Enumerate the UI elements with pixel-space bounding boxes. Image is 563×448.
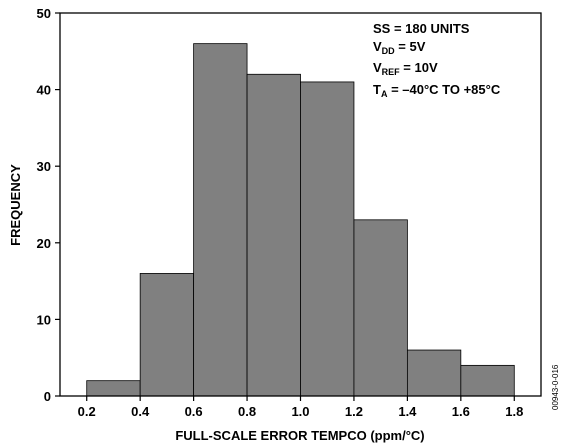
x-axis-ticks: 0.2 0.4 0.6 0.8 1.0 1.2 1.4 1.6 1.8 xyxy=(78,396,523,419)
annotation-vref-sub: REF xyxy=(382,67,401,77)
y-axis-title: FREQUENCY xyxy=(8,164,23,246)
annotation-vdd: VDD = 5V xyxy=(373,39,426,56)
histogram-bar xyxy=(86,380,141,397)
y-tick-label: 20 xyxy=(37,236,51,251)
y-tick-label: 40 xyxy=(37,83,51,98)
histogram-bar xyxy=(139,273,195,397)
histogram-bar xyxy=(300,81,355,397)
annotation-ta-rest: = –40°C TO +85°C xyxy=(387,82,500,97)
y-tick-label: 10 xyxy=(37,312,51,327)
histogram-bar xyxy=(406,349,462,397)
x-tick-label: 0.8 xyxy=(238,404,256,419)
annotation-sample-size: SS = 180 UNITS xyxy=(373,21,470,36)
bars-group xyxy=(86,43,515,397)
x-tick-label: 1.0 xyxy=(291,404,309,419)
annotation-block: SS = 180 UNITS VDD = 5V VREF = 10V TA = … xyxy=(373,21,501,99)
y-tick-label: 50 xyxy=(37,6,51,21)
x-tick-label: 0.4 xyxy=(131,404,150,419)
histogram-bar xyxy=(193,43,248,397)
annotation-ta-sub: A xyxy=(381,89,388,99)
figure-id: 00943-0-016 xyxy=(551,364,560,410)
histogram-bar xyxy=(246,73,301,397)
x-tick-label: 0.6 xyxy=(185,404,203,419)
annotation-temperature: TA = –40°C TO +85°C xyxy=(373,82,501,99)
y-axis-ticks: 0 10 20 30 40 50 xyxy=(37,6,60,404)
annotation-vdd-sub: DD xyxy=(382,46,395,56)
x-tick-label: 1.2 xyxy=(345,404,363,419)
annotation-vref-rest: = 10V xyxy=(400,60,438,75)
x-tick-label: 1.8 xyxy=(505,404,523,419)
histogram-bar xyxy=(460,364,515,397)
y-tick-label: 0 xyxy=(44,389,51,404)
x-tick-label: 0.2 xyxy=(78,404,96,419)
histogram-bar xyxy=(353,219,408,397)
annotation-vdd-rest: = 5V xyxy=(395,39,426,54)
x-tick-label: 1.4 xyxy=(398,404,417,419)
annotation-vref-main: V xyxy=(373,60,382,75)
x-axis-title: FULL-SCALE ERROR TEMPCO (ppm/°C) xyxy=(175,428,424,443)
annotation-vref: VREF = 10V xyxy=(373,60,438,77)
annotation-ta-main: T xyxy=(373,82,381,97)
y-tick-label: 30 xyxy=(37,159,51,174)
x-tick-label: 1.6 xyxy=(452,404,470,419)
annotation-vdd-main: V xyxy=(373,39,382,54)
